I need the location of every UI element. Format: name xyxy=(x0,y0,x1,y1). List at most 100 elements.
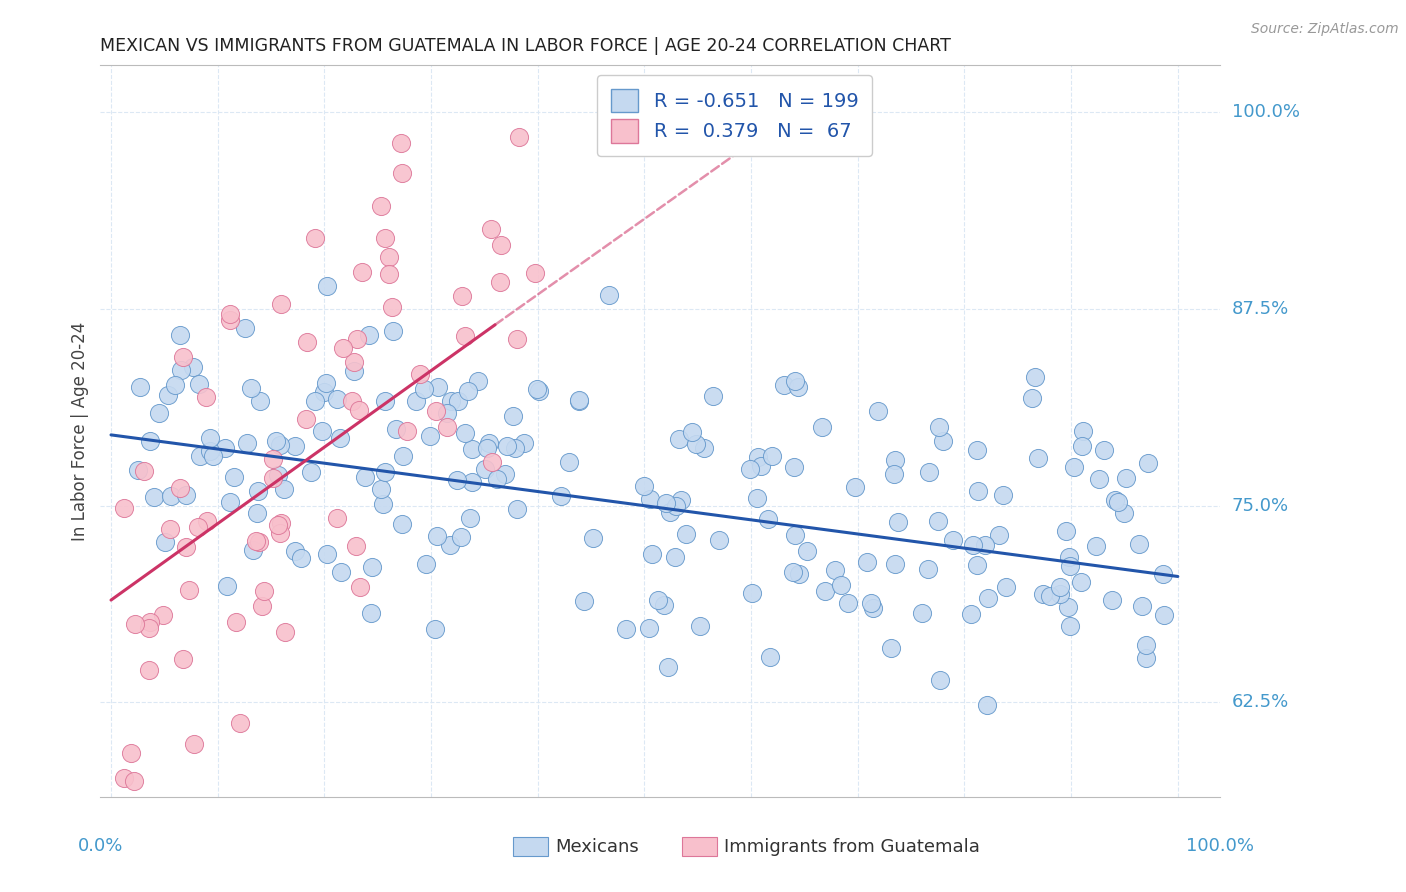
Point xyxy=(866,404,889,418)
Point xyxy=(1071,424,1094,438)
Point xyxy=(378,267,401,281)
Point xyxy=(187,520,209,534)
Point xyxy=(884,452,907,467)
Point xyxy=(886,515,908,529)
Point xyxy=(973,538,995,552)
Point xyxy=(160,490,183,504)
Point xyxy=(315,376,337,390)
Point xyxy=(758,650,780,665)
Point xyxy=(523,267,546,281)
Point xyxy=(290,551,312,566)
Point xyxy=(633,479,655,493)
Point xyxy=(1085,539,1108,553)
Point xyxy=(224,470,246,484)
Point xyxy=(384,422,406,436)
Point xyxy=(1128,537,1150,551)
Point xyxy=(474,462,496,476)
Point xyxy=(457,384,479,399)
Point xyxy=(506,502,529,516)
Point xyxy=(181,359,204,374)
Point xyxy=(976,591,998,605)
Point xyxy=(304,231,326,245)
Point xyxy=(370,482,392,496)
Point xyxy=(229,716,252,731)
Point xyxy=(787,566,810,581)
Point xyxy=(409,368,432,382)
Point xyxy=(917,561,939,575)
Point xyxy=(830,577,852,591)
Point xyxy=(475,441,498,455)
Point xyxy=(1021,391,1043,405)
Point xyxy=(284,544,307,558)
Point xyxy=(655,496,678,510)
Text: 62.5%: 62.5% xyxy=(1232,693,1289,711)
Point xyxy=(568,393,591,408)
Text: 0.0%: 0.0% xyxy=(77,837,124,855)
Legend: R = -0.651   N = 199, R =  0.379   N =  67: R = -0.651 N = 199, R = 0.379 N = 67 xyxy=(598,75,872,156)
Point xyxy=(246,506,269,520)
Point xyxy=(120,746,142,760)
Point xyxy=(598,287,620,301)
Point xyxy=(447,394,470,409)
Point xyxy=(297,335,319,350)
Point xyxy=(756,512,779,526)
Y-axis label: In Labor Force | Age 20-24: In Labor Force | Age 20-24 xyxy=(72,321,89,541)
Point xyxy=(440,394,463,409)
Point xyxy=(124,616,146,631)
Point xyxy=(269,525,291,540)
Point xyxy=(491,237,513,252)
Point xyxy=(1088,472,1111,486)
Point xyxy=(138,434,160,448)
Point xyxy=(747,491,769,505)
Point xyxy=(190,449,212,463)
Point xyxy=(496,439,519,453)
Point xyxy=(451,289,474,303)
Point xyxy=(343,355,366,369)
Point xyxy=(917,465,939,479)
Point xyxy=(513,436,536,450)
Text: Mexicans: Mexicans xyxy=(555,838,638,855)
Point xyxy=(1024,370,1046,384)
Point xyxy=(344,539,367,553)
Point xyxy=(378,250,401,264)
Point xyxy=(127,463,149,477)
Point xyxy=(262,471,284,485)
Point xyxy=(782,565,804,579)
Point xyxy=(508,130,530,145)
Point xyxy=(1092,443,1115,458)
Point xyxy=(647,592,669,607)
Point xyxy=(169,328,191,343)
Point xyxy=(811,419,834,434)
Point xyxy=(225,615,247,630)
Point xyxy=(505,441,527,455)
Point xyxy=(685,437,707,451)
Point xyxy=(128,380,150,394)
Point xyxy=(1026,450,1049,465)
Point xyxy=(138,663,160,677)
Point xyxy=(1071,440,1094,454)
Point xyxy=(349,402,371,417)
Point xyxy=(976,698,998,712)
Point xyxy=(786,380,808,394)
Point xyxy=(194,390,217,404)
Point xyxy=(264,434,287,449)
Point xyxy=(219,313,242,327)
Point xyxy=(740,462,762,476)
Point xyxy=(1054,524,1077,538)
Point xyxy=(240,381,263,395)
Point xyxy=(558,455,581,469)
Point xyxy=(374,394,396,409)
Text: 100.0%: 100.0% xyxy=(1232,103,1299,121)
Point xyxy=(270,297,292,311)
Point xyxy=(1049,587,1071,601)
Point xyxy=(494,467,516,481)
Text: Immigrants from Guatemala: Immigrants from Guatemala xyxy=(724,838,980,855)
Point xyxy=(316,547,339,561)
Text: Source: ZipAtlas.com: Source: ZipAtlas.com xyxy=(1251,22,1399,37)
Point xyxy=(389,136,412,151)
Point xyxy=(215,578,238,592)
Point xyxy=(172,652,194,666)
Point xyxy=(304,394,326,409)
Point xyxy=(1153,607,1175,622)
Point xyxy=(581,531,603,545)
